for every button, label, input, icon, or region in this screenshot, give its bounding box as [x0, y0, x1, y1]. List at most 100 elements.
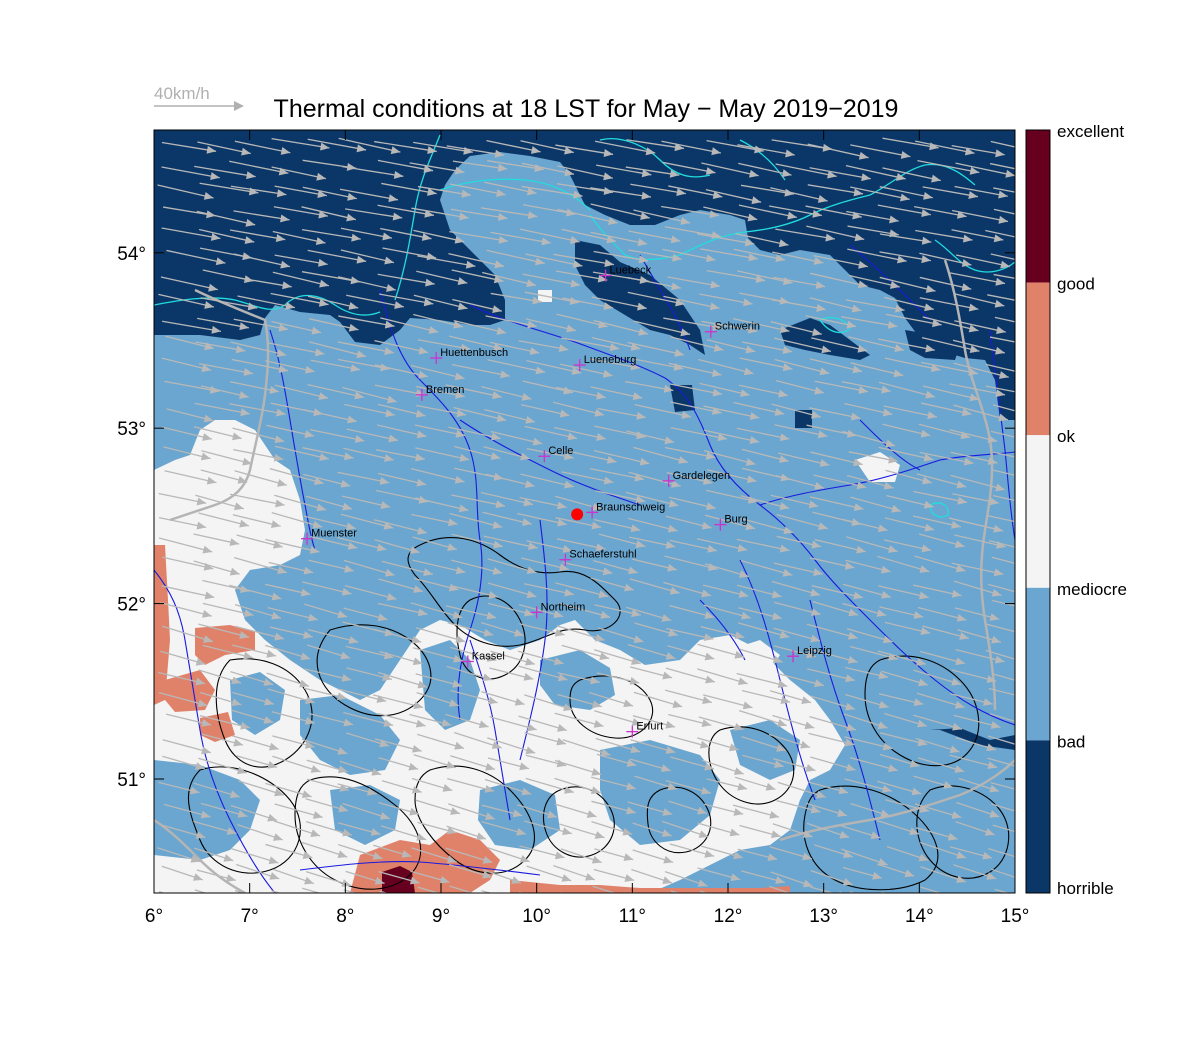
- wind-vector: [991, 803, 1015, 812]
- wind-vector-head: [386, 593, 397, 601]
- wind-vector-head: [593, 720, 604, 728]
- wind-vector: [161, 166, 220, 179]
- wind-vector-head: [526, 590, 537, 599]
- wind-vector-head: [853, 503, 864, 512]
- lon-tick-label: 15°: [1001, 906, 1030, 927]
- wind-vector-head: [785, 149, 795, 158]
- wind-vector-head: [277, 566, 287, 574]
- wind-vector-head: [200, 810, 211, 819]
- longitude-axis: 6° 7° 8° 9° 10° 11° 12° 13° 14° 15°: [145, 130, 1029, 927]
- wind-vector-head: [244, 236, 255, 244]
- wind-vector-head: [671, 480, 681, 488]
- wind-vector: [626, 139, 685, 150]
- wind-vector-head: [787, 211, 797, 220]
- wind-vector-head: [246, 171, 256, 180]
- wind-vector-head: [356, 255, 367, 264]
- wind-vector-head: [969, 345, 980, 354]
- wind-vector-head: [275, 234, 286, 243]
- wind-vector-head: [986, 743, 997, 752]
- wind-vector: [633, 320, 691, 336]
- wind-vector-head: [427, 188, 437, 196]
- wind-vector-head: [987, 761, 998, 770]
- wind-vector-head: [802, 879, 813, 888]
- colorbar-frame: [1025, 129, 1051, 894]
- wind-vector-head: [448, 699, 459, 707]
- wind-vector-head: [846, 320, 857, 329]
- contour-line-10: [803, 785, 939, 891]
- wind-vector: [158, 537, 213, 553]
- lon-tick-label: 10°: [522, 906, 551, 927]
- wind-vector-head: [665, 720, 676, 729]
- wind-vector-head: [678, 456, 688, 464]
- field-good-west-1: [154, 545, 170, 705]
- wind-vector: [340, 249, 395, 264]
- wind-vector-head: [455, 390, 465, 399]
- wind-vector: [806, 225, 865, 240]
- wind-vector-head: [932, 319, 942, 328]
- wind-vector: [449, 885, 474, 893]
- wind-vector-head: [962, 234, 973, 243]
- wind-vector-head: [210, 172, 220, 181]
- wind-vector: [633, 209, 691, 224]
- wind-vector: [814, 380, 869, 393]
- wind-vector-head: [567, 432, 578, 441]
- wind-vector-head: [856, 481, 867, 490]
- colorbar-label-good: good: [1057, 275, 1095, 294]
- wind-vector-head: [571, 367, 582, 375]
- wind-vector-head: [704, 611, 715, 619]
- wind-vector-head: [918, 853, 929, 862]
- city-label: Muenster: [311, 528, 357, 540]
- wind-vector-head: [749, 436, 760, 445]
- wind-vector-head: [812, 328, 822, 337]
- wind-vector-head: [233, 738, 243, 747]
- wind-vector: [807, 143, 869, 159]
- wind-vector-head: [453, 320, 463, 329]
- wind-vector-head: [483, 628, 494, 637]
- wind-vector-head: [417, 608, 428, 617]
- wind-vector-head: [525, 657, 535, 666]
- wind-vector-head: [850, 412, 861, 421]
- wind-vector: [233, 318, 289, 331]
- wind-vector-head: [811, 540, 822, 549]
- river-rhine-west: [154, 569, 276, 893]
- wind-vector-head: [311, 326, 322, 335]
- wind-vector-head: [482, 870, 493, 879]
- lake-2: [929, 502, 949, 518]
- wind-vector-head: [925, 285, 936, 293]
- wind-vector-head: [229, 567, 240, 576]
- wind-vector-head: [968, 191, 978, 200]
- wind-vector: [162, 320, 222, 332]
- wind-vector-head: [264, 697, 274, 706]
- wind-vector-head: [984, 828, 995, 836]
- wind-vector-head: [918, 678, 928, 687]
- wind-vector-head: [699, 740, 710, 749]
- wind-vector-head: [247, 302, 258, 311]
- wind-vector-head: [740, 389, 750, 398]
- wind-vector-head: [478, 720, 489, 729]
- river-aller: [459, 419, 641, 506]
- wind-vector-head: [239, 519, 249, 528]
- wind-vector-head: [703, 633, 714, 642]
- wind-vector: [415, 447, 470, 461]
- wind-vector-head: [697, 806, 707, 815]
- wind-vector-head: [486, 611, 497, 620]
- wind-vector-head: [900, 150, 911, 159]
- wind-vector-head: [919, 565, 930, 573]
- lat-tick-label: 51°: [117, 770, 146, 791]
- wind-vector-head: [881, 385, 891, 394]
- wind-vector-head: [747, 325, 758, 334]
- wind-vector-head: [486, 654, 497, 662]
- wind-vector-head: [388, 434, 399, 443]
- wind-vector-head: [802, 830, 813, 838]
- field-bad-islands-sw-2: [154, 760, 260, 860]
- wind-vector: [487, 359, 546, 373]
- wind-vector: [992, 469, 1015, 476]
- wind-vector-head: [779, 630, 790, 639]
- wind-vector: [445, 384, 502, 398]
- wind-vector-head: [806, 650, 816, 659]
- wind-vector-head: [737, 782, 748, 791]
- wind-vector-head: [590, 786, 601, 795]
- wind-vector-head: [485, 812, 495, 820]
- wind-vector-head: [592, 700, 602, 709]
- wind-vector-head: [774, 408, 785, 416]
